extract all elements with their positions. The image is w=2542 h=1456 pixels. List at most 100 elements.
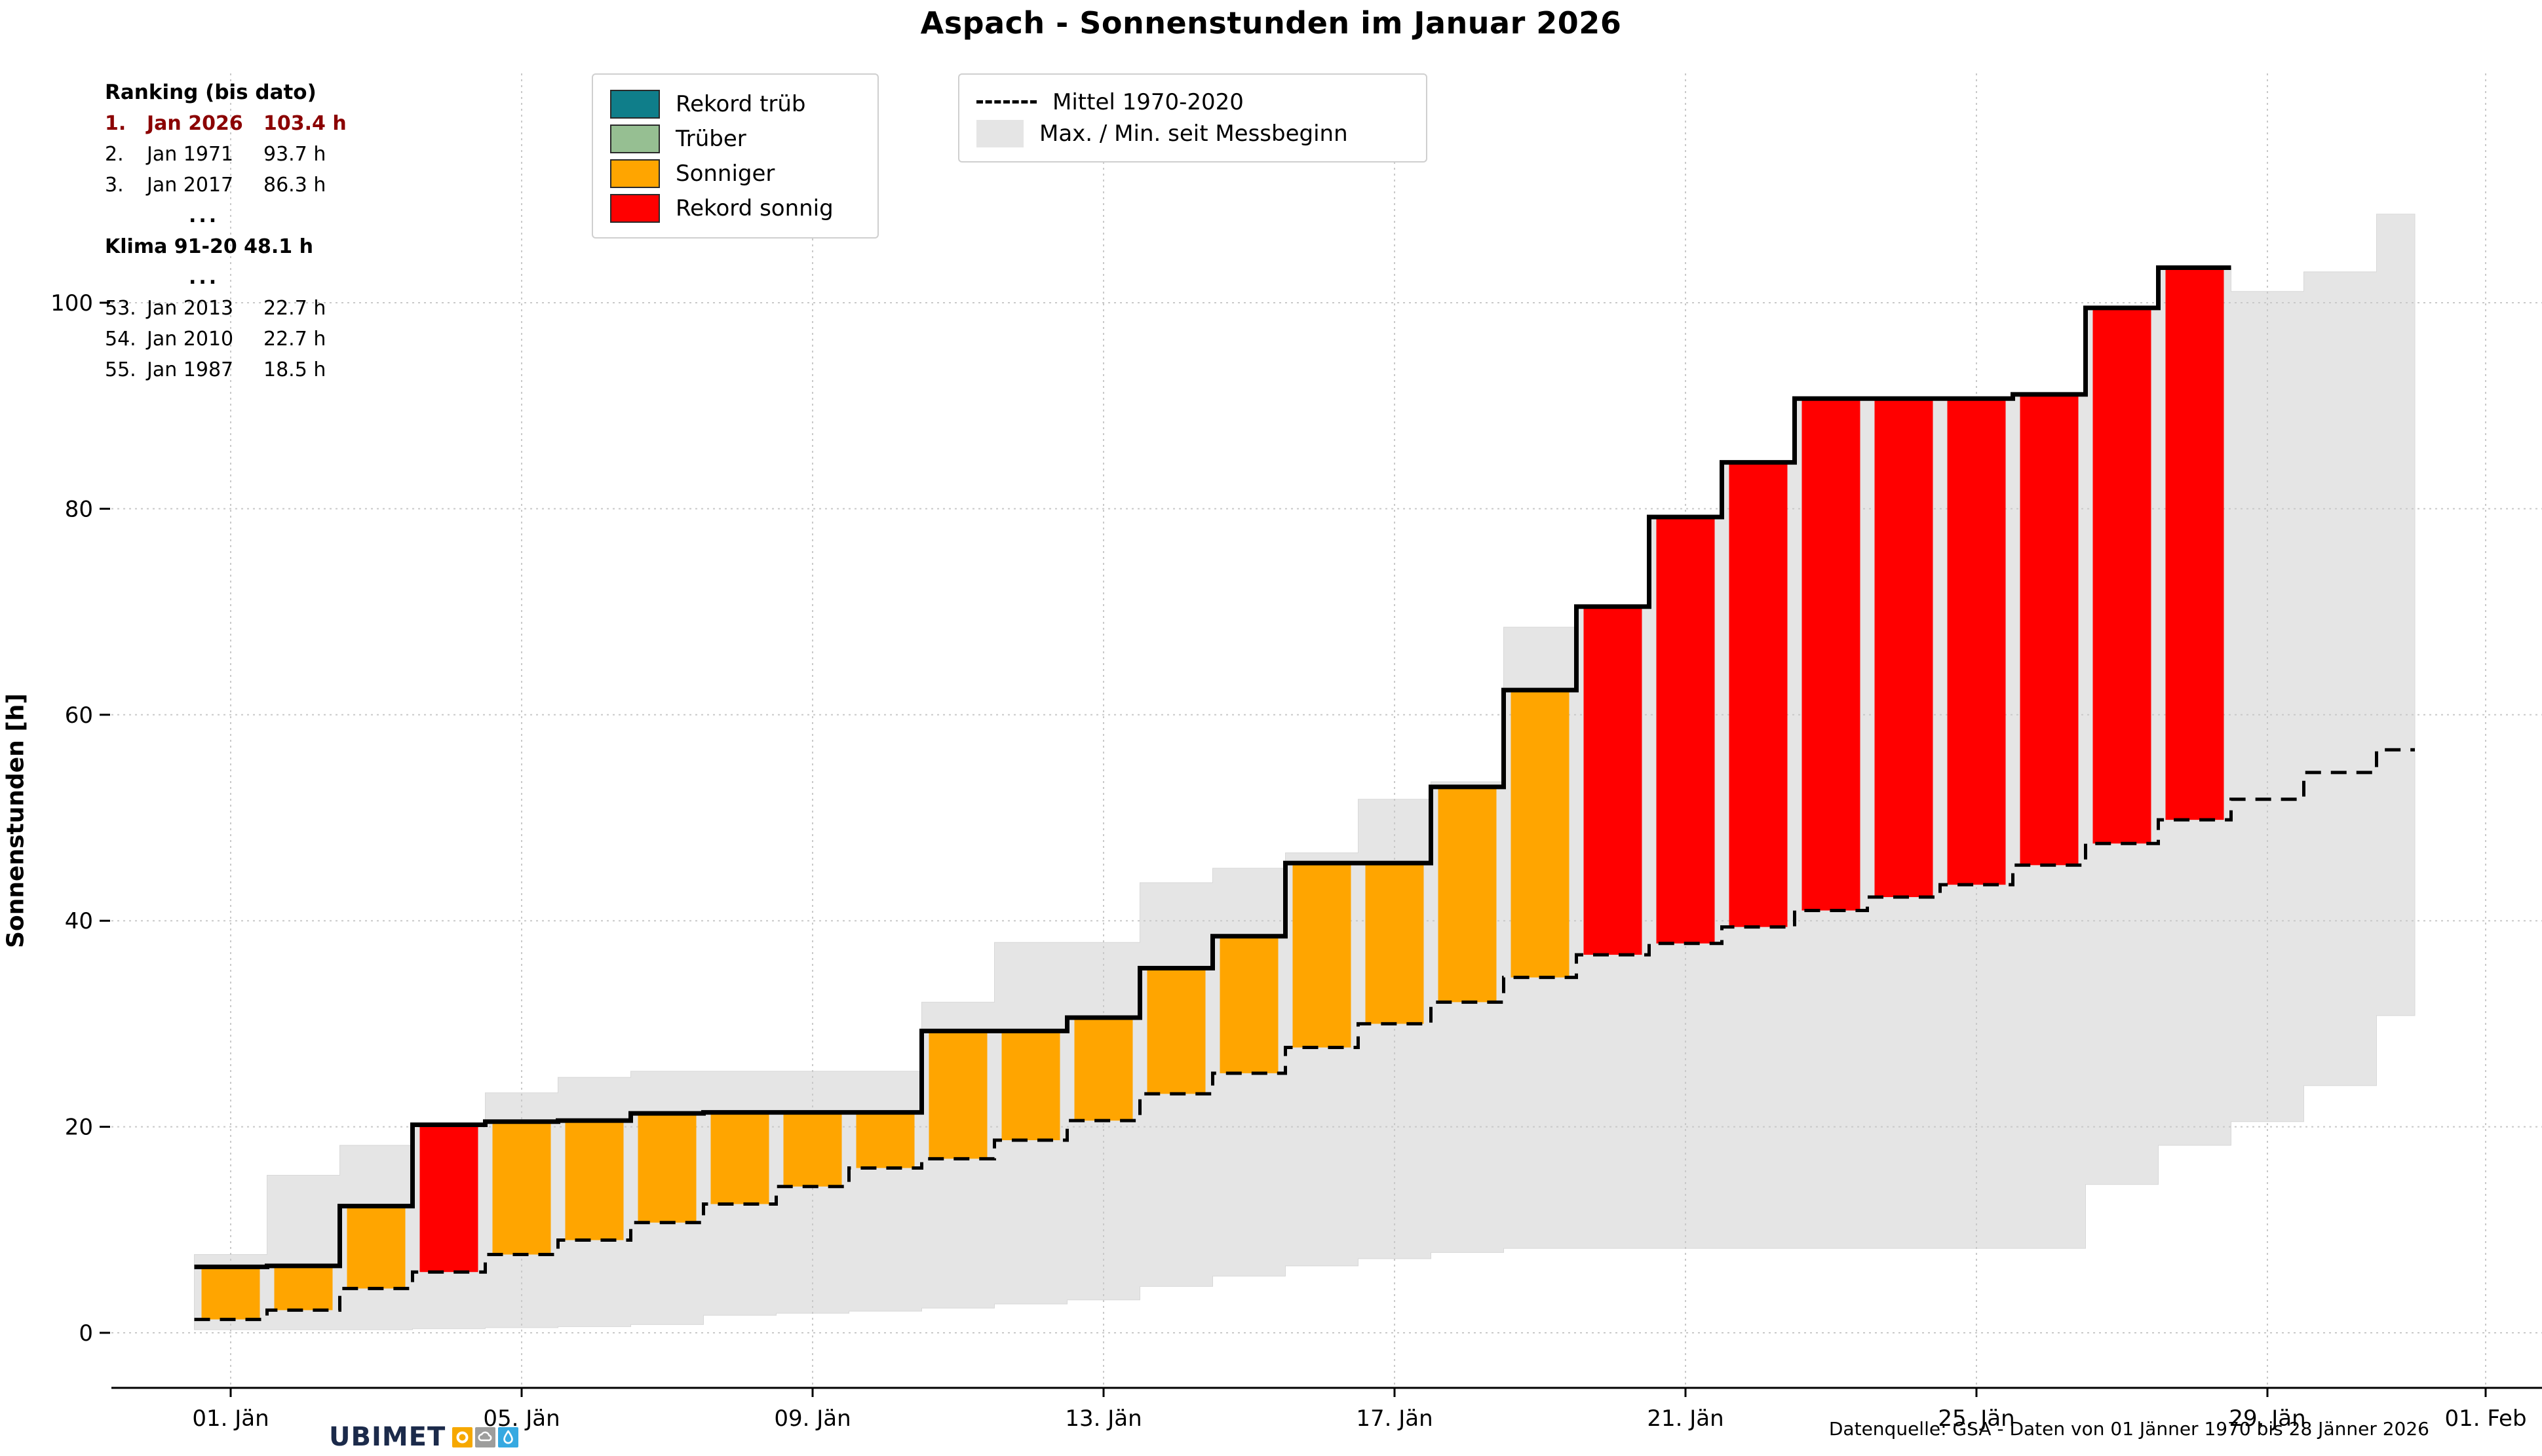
ranking-value: 22.7 h bbox=[263, 328, 326, 351]
ranking-date: Jan 2017 bbox=[147, 174, 234, 197]
band-swatch-icon bbox=[976, 119, 1024, 147]
bar-sunnier-day-14 bbox=[1147, 968, 1206, 1094]
legend-label: Mittel 1970-2020 bbox=[1052, 88, 1244, 115]
ranking-klima-row: Klima 91-20 48.1 h bbox=[105, 235, 313, 258]
bar-record-sunny-day-20 bbox=[1583, 606, 1642, 955]
bar-sunnier-day-12 bbox=[1001, 1031, 1060, 1141]
x-tick-label: 25. Jän bbox=[1938, 1406, 2014, 1432]
chart-title: Aspach - Sonnenstunden im Januar 2026 bbox=[920, 5, 1622, 41]
legend-label: Trüber bbox=[676, 125, 746, 152]
x-tick-label: 01. Feb bbox=[2444, 1406, 2526, 1432]
x-tick-label: 09. Jän bbox=[774, 1406, 851, 1432]
ranking-value: 22.7 h bbox=[263, 297, 326, 320]
cloud-icon-glyph bbox=[478, 1431, 492, 1441]
ranking-value: 86.3 h bbox=[263, 174, 326, 197]
legend-label: Rekord trüb bbox=[676, 90, 806, 117]
drop-glyph bbox=[503, 1430, 514, 1444]
ranking-rank: 1. bbox=[105, 112, 126, 135]
legend-item-sonniger: Sonniger bbox=[610, 159, 860, 188]
bar-sunnier-day-5 bbox=[492, 1121, 551, 1255]
bar-sunnier-day-7 bbox=[638, 1113, 697, 1223]
ranking-value: 93.7 h bbox=[263, 143, 326, 166]
ranking-row: 2. Jan 1971 93.7 h bbox=[105, 139, 347, 170]
ranking-row: 55. Jan 1987 18.5 h bbox=[105, 354, 347, 385]
y-tick-label: 100 bbox=[50, 290, 93, 316]
y-tick-label: 0 bbox=[79, 1320, 93, 1347]
bar-sunnier-day-18 bbox=[1438, 786, 1497, 1003]
y-tick-label: 80 bbox=[65, 496, 93, 522]
bar-record-sunny-day-26 bbox=[2020, 394, 2079, 866]
y-tick-label: 60 bbox=[65, 702, 93, 729]
ranking-date: Jan 1987 bbox=[147, 358, 234, 381]
legend-item-tr-ber: Trüber bbox=[610, 124, 860, 153]
bar-record-sunny-day-21 bbox=[1656, 516, 1715, 944]
bar-record-sunny-day-27 bbox=[2092, 307, 2151, 844]
mean-step-line bbox=[194, 748, 2415, 1322]
ranking-date: Jan 2026 bbox=[147, 112, 243, 135]
ranking-date: Jan 1971 bbox=[147, 143, 234, 166]
ranking-row: 54. Jan 2010 22.7 h bbox=[105, 324, 347, 354]
ranking-rank: 3. bbox=[105, 174, 124, 197]
cloud-glyph bbox=[478, 1431, 492, 1441]
x-tick-label: 21. Jän bbox=[1647, 1406, 1724, 1432]
legend-item-band: Max. / Min. seit Messbeginn bbox=[976, 119, 1409, 147]
bar-record-sunny-day-28 bbox=[2165, 267, 2224, 820]
data-source-note: Datenquelle: GSA - Daten von 01 Jänner 1… bbox=[1828, 1418, 2429, 1440]
ubimet-logo: UBI MET bbox=[329, 1422, 519, 1452]
logo-icons bbox=[452, 1427, 519, 1447]
legend-swatch-icon bbox=[610, 89, 660, 119]
bar-record-sunny-day-4 bbox=[419, 1124, 478, 1273]
ranking-ellipsis: ... bbox=[189, 204, 220, 227]
ranking-row: 3. Jan 2017 86.3 h bbox=[105, 170, 347, 201]
ranking-value: 103.4 h bbox=[263, 112, 347, 135]
bar-record-sunny-day-25 bbox=[1947, 398, 2006, 885]
bar-sunnier-day-17 bbox=[1365, 863, 1424, 1024]
bar-sunnier-day-15 bbox=[1220, 936, 1279, 1073]
legend-item-rekord-tr-b: Rekord trüb bbox=[610, 89, 860, 119]
ranking-row: 53. Jan 2013 22.7 h bbox=[105, 293, 347, 324]
logo-text-met: MET bbox=[381, 1422, 446, 1452]
cloud-icon bbox=[475, 1427, 496, 1447]
legend-swatch-icon bbox=[610, 124, 660, 153]
legend-item-rekord-sonnig: Rekord sonnig bbox=[610, 193, 860, 223]
legend-bar-types: Rekord trüb Trüber Sonniger Rekord sonnig bbox=[592, 73, 879, 239]
drop-icon bbox=[498, 1427, 519, 1447]
bar-sunnier-day-11 bbox=[929, 1031, 988, 1159]
legend-item-dashed-line: Mittel 1970-2020 bbox=[976, 89, 1409, 115]
logo-text-ubi: UBI bbox=[329, 1422, 382, 1452]
bar-sunnier-day-9 bbox=[783, 1112, 842, 1187]
legend-label: Sonniger bbox=[676, 160, 775, 187]
ranking-rank: 2. bbox=[105, 143, 124, 166]
ranking-row: 1. Jan 2026 103.4 h bbox=[105, 108, 347, 139]
ranking-date: Jan 2013 bbox=[147, 297, 234, 320]
ranking-rank: 55. bbox=[105, 358, 136, 381]
ranking-ellipsis: ... bbox=[189, 266, 220, 289]
x-tick-label: 05. Jän bbox=[483, 1406, 560, 1432]
sun-icon bbox=[452, 1427, 473, 1447]
bar-sunnier-day-2 bbox=[274, 1265, 333, 1311]
legend-swatch-icon bbox=[610, 193, 660, 223]
ranking-date: Jan 2010 bbox=[147, 328, 234, 351]
y-tick-label: 40 bbox=[65, 908, 93, 934]
drop-icon-glyph bbox=[503, 1430, 514, 1444]
dashed-line-icon bbox=[976, 100, 1037, 104]
bar-sunnier-day-19 bbox=[1511, 690, 1569, 978]
x-tick-label: 29. Jän bbox=[2229, 1406, 2305, 1432]
x-tick-label: 17. Jän bbox=[1356, 1406, 1433, 1432]
y-tick-label: 20 bbox=[65, 1115, 93, 1141]
y-axis-label: Sonnenstunden [h] bbox=[2, 693, 29, 948]
bar-record-sunny-day-23 bbox=[1801, 398, 1860, 911]
bar-sunnier-day-10 bbox=[856, 1112, 915, 1168]
x-tick-label: 01. Jän bbox=[192, 1406, 269, 1432]
ranking-rank: 53. bbox=[105, 297, 136, 320]
bar-record-sunny-day-22 bbox=[1729, 462, 1788, 927]
ranking-value: 18.5 h bbox=[263, 358, 326, 381]
legend-reference: Mittel 1970-2020 Max. / Min. seit Messbeg… bbox=[958, 73, 1427, 163]
bar-sunnier-day-3 bbox=[347, 1206, 406, 1289]
ranking-panel: Ranking (bis dato) 1. Jan 2026 103.4 h 2. Ja… bbox=[105, 77, 347, 385]
sun-icon-glyph bbox=[456, 1431, 469, 1443]
ranking-heading: Ranking (bis dato) bbox=[105, 81, 317, 104]
bar-sunnier-day-13 bbox=[1074, 1017, 1133, 1121]
